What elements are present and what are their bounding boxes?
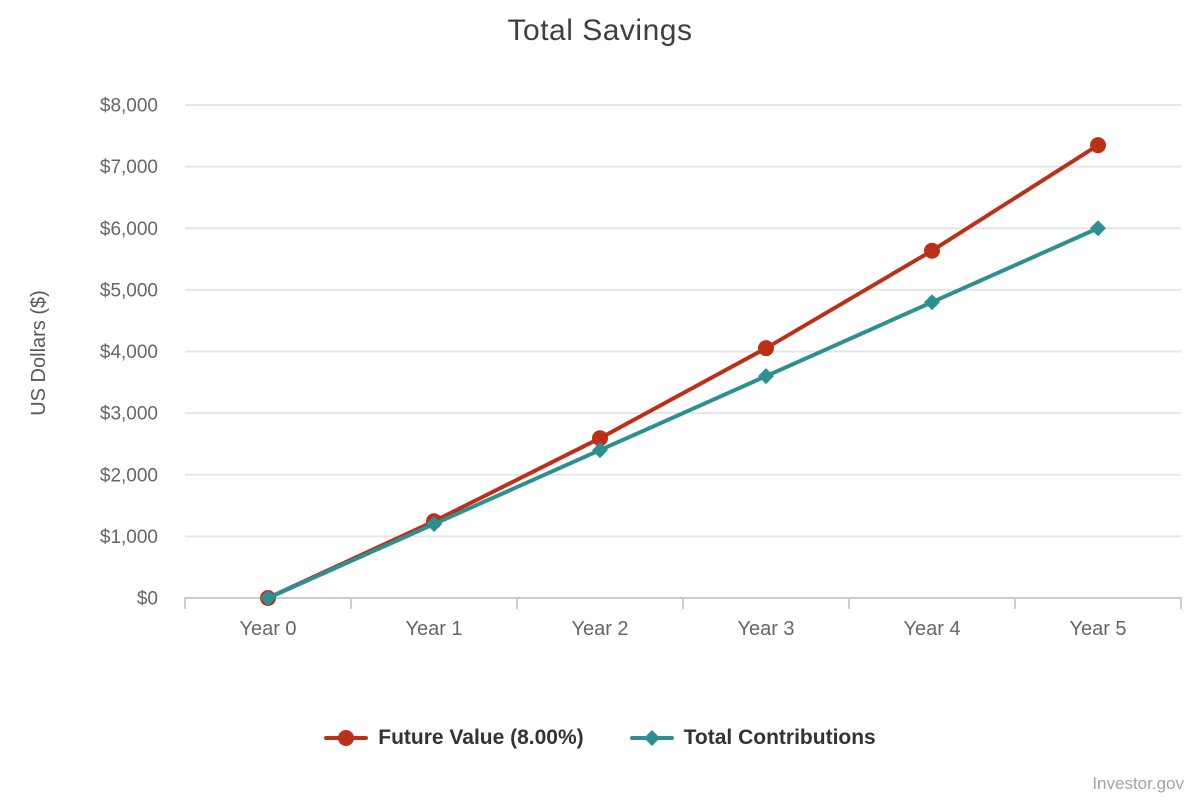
diamond-marker-icon	[629, 730, 674, 746]
chart-title: Total Savings	[507, 14, 693, 47]
circle-marker-icon	[324, 730, 369, 746]
x-tick-label: Year 3	[737, 618, 794, 640]
data-point-diamond[interactable]	[426, 516, 442, 533]
legend-label-total-contributions: Total Contributions	[683, 726, 876, 749]
x-tick-label: Year 1	[405, 618, 462, 640]
data-point-circle[interactable]	[924, 242, 940, 259]
data-point-circle[interactable]	[1090, 137, 1106, 154]
x-tick-label: Year 2	[571, 618, 628, 640]
series-total-contributions	[260, 220, 1106, 606]
data-point-diamond[interactable]	[260, 590, 276, 606]
y-tick-label: $0	[137, 589, 158, 610]
legend-item-total-contributions[interactable]: Total Contributions	[629, 726, 876, 750]
plot-area: $0 $1,000 $2,000 $3,000 $4,000 $5,000 $6,000 $7…	[28, 96, 1182, 640]
series-line	[266, 143, 1100, 600]
y-tick-label: $4,000	[100, 342, 158, 363]
y-tick-label: $6,000	[100, 219, 158, 240]
y-axis-title: US Dollars ($)	[28, 290, 50, 416]
y-tick-label: $1,000	[100, 527, 158, 548]
series-line	[266, 226, 1100, 600]
y-tick-label: $2,000	[100, 465, 158, 486]
y-tick-label: $3,000	[100, 404, 158, 425]
y-tick-label: $5,000	[100, 280, 158, 301]
data-point-diamond[interactable]	[924, 294, 940, 311]
data-point-circle[interactable]	[592, 430, 608, 447]
y-tick-label: $7,000	[100, 157, 158, 178]
x-tick-label: Year 5	[1069, 618, 1126, 640]
data-point-diamond[interactable]	[592, 442, 608, 459]
legend-label-future-value: Future Value (8.00%)	[378, 726, 584, 749]
legend-item-future-value[interactable]: Future Value (8.00%)	[324, 726, 584, 750]
attribution-text: Investor.gov	[1092, 774, 1184, 793]
x-tick-label: Year 4	[903, 618, 960, 640]
x-tick-label: Year 0	[239, 618, 296, 640]
legend: Future Value (8.00%) Total Contributions	[0, 726, 1200, 750]
y-tick-label: $8,000	[100, 96, 158, 117]
data-point-circle[interactable]	[758, 340, 774, 357]
data-point-diamond[interactable]	[1090, 220, 1106, 237]
data-point-diamond[interactable]	[758, 368, 774, 385]
